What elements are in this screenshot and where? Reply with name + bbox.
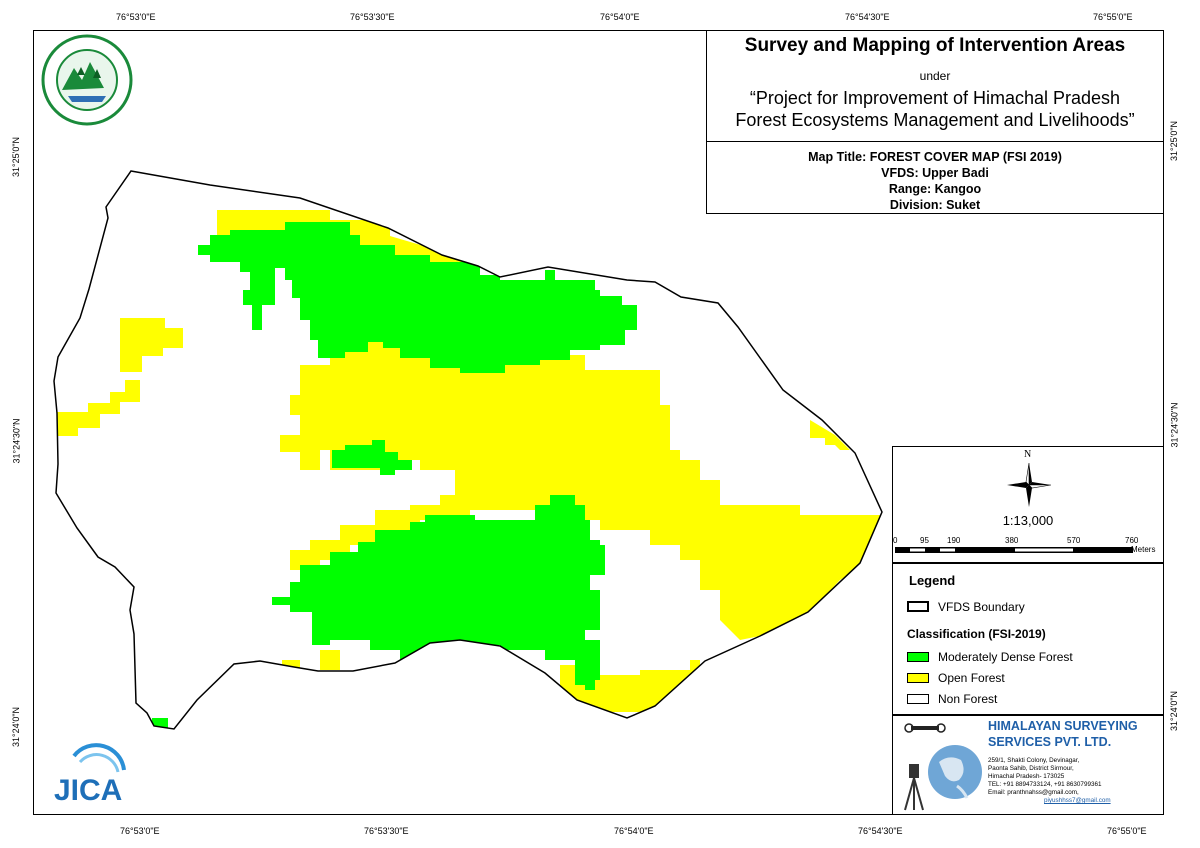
coord-top-5: 76°55'0"E [1093, 12, 1133, 22]
map-main-title: Survey and Mapping of Intervention Areas [744, 35, 1126, 56]
company-address-3: Himachal Pradesh- 173025 [988, 773, 1065, 780]
jica-logo: JICA [54, 743, 126, 807]
coord-top-3: 76°54'0"E [600, 12, 640, 22]
company-name-1: HIMALAYAN SURVEYING [988, 719, 1138, 733]
scale-tick-95: 95 [920, 536, 929, 545]
company-email-2[interactable]: piyushhss7@gmail.com [1044, 797, 1111, 804]
dense-forest-patch [332, 440, 412, 475]
company-address-2: Paonta Sahib, District Sirmour, [988, 765, 1074, 772]
open-forest-patch [120, 318, 183, 372]
scale-ratio: 1:13,000 [1002, 513, 1054, 528]
company-contact: 259/1, Shakti Colony, Devinagar, Paonta … [988, 757, 1111, 805]
company-email-1[interactable]: Email: pranthnahss@gmail.com, [988, 789, 1079, 796]
dense-forest-patch [198, 222, 637, 373]
scale-tick-0: 0 [893, 536, 898, 545]
company-logo [904, 723, 982, 811]
title-under: under [919, 69, 951, 83]
company-tel: TEL: +91 8894733124, +91 8630799361 [988, 781, 1102, 788]
open-forest-swatch [907, 673, 929, 683]
north-label: N [1024, 449, 1032, 460]
drone-icon [911, 726, 939, 730]
scale-tick-380: 380 [1005, 536, 1019, 545]
company-panel: HIMALAYAN SURVEYING SERVICES PVT. LTD. 2… [892, 715, 1164, 815]
total-station-icon [909, 764, 919, 778]
project-line-1: “Project for Improvement of Himachal Pra… [749, 88, 1121, 108]
map-title-line: Map Title: FOREST COVER MAP (FSI 2019) [808, 150, 1062, 164]
coord-top-2: 76°53'30"E [350, 12, 395, 22]
scale-tick-570: 570 [1067, 536, 1081, 545]
vfds-boundary [53, 170, 883, 730]
division-line: Division: Suket [889, 198, 981, 212]
title-block: Survey and Mapping of Intervention Areas… [706, 30, 1164, 214]
coord-bottom-1: 76°53'0"E [120, 826, 160, 836]
legend-boundary-label: VFDS Boundary [938, 600, 1025, 614]
legend-panel: Legend VFDS Boundary Classification (FSI… [892, 563, 1164, 715]
dense-forest-patch [272, 565, 312, 612]
open-forest-areas [56, 210, 880, 712]
dense-forest-swatch [907, 652, 929, 662]
dense-forest-patch [312, 495, 605, 690]
classification-title: Classification (FSI-2019) [907, 627, 1046, 641]
legend-dense-forest: Moderately Dense Forest [938, 650, 1073, 664]
jica-logo-text: JICA [54, 774, 122, 807]
project-name: “Project for Improvement of Himachal Pra… [707, 87, 1163, 131]
scale-tick-760: 760 [1125, 536, 1139, 545]
map-info: Map Title: FOREST COVER MAP (FSI 2019) V… [707, 149, 1163, 213]
scale-bar [895, 547, 1133, 553]
project-line-2: Forest Ecosystems Management and Livelih… [735, 110, 1135, 130]
coord-top-1: 76°53'0"E [116, 12, 156, 22]
company-name-2: SERVICES PVT. LTD. [988, 735, 1112, 749]
open-forest-patch [280, 340, 880, 640]
coord-bottom-3: 76°54'0"E [614, 826, 654, 836]
open-forest-patch [320, 650, 340, 670]
vfds-line: VFDS: Upper Badi [881, 166, 989, 180]
legend-title: Legend [909, 573, 956, 588]
title-divider [707, 141, 1163, 142]
coord-bottom-5: 76°55'0"E [1107, 826, 1147, 836]
boundary-swatch [907, 601, 929, 612]
coord-bottom-4: 76°54'30"E [858, 826, 903, 836]
forest-department-emblem [41, 34, 133, 126]
company-address-1: 259/1, Shakti Colony, Devinagar, [988, 757, 1080, 764]
open-forest-patch [56, 380, 140, 436]
non-forest-swatch [907, 694, 929, 704]
coord-top-4: 76°54'30"E [845, 12, 890, 22]
north-arrow-icon [1007, 463, 1051, 507]
open-forest-patch [810, 420, 850, 450]
coord-bottom-2: 76°53'30"E [364, 826, 409, 836]
scale-tick-190: 190 [947, 536, 961, 545]
range-line: Range: Kangoo [888, 182, 982, 196]
scale-unit: Meters [1131, 545, 1156, 554]
legend-non-forest: Non Forest [938, 692, 998, 706]
dense-forest-areas [152, 222, 637, 729]
legend-open-forest: Open Forest [938, 671, 1005, 685]
north-scale-panel: N 1:13,000 0 95 190 380 570 760 Meters [892, 446, 1164, 563]
